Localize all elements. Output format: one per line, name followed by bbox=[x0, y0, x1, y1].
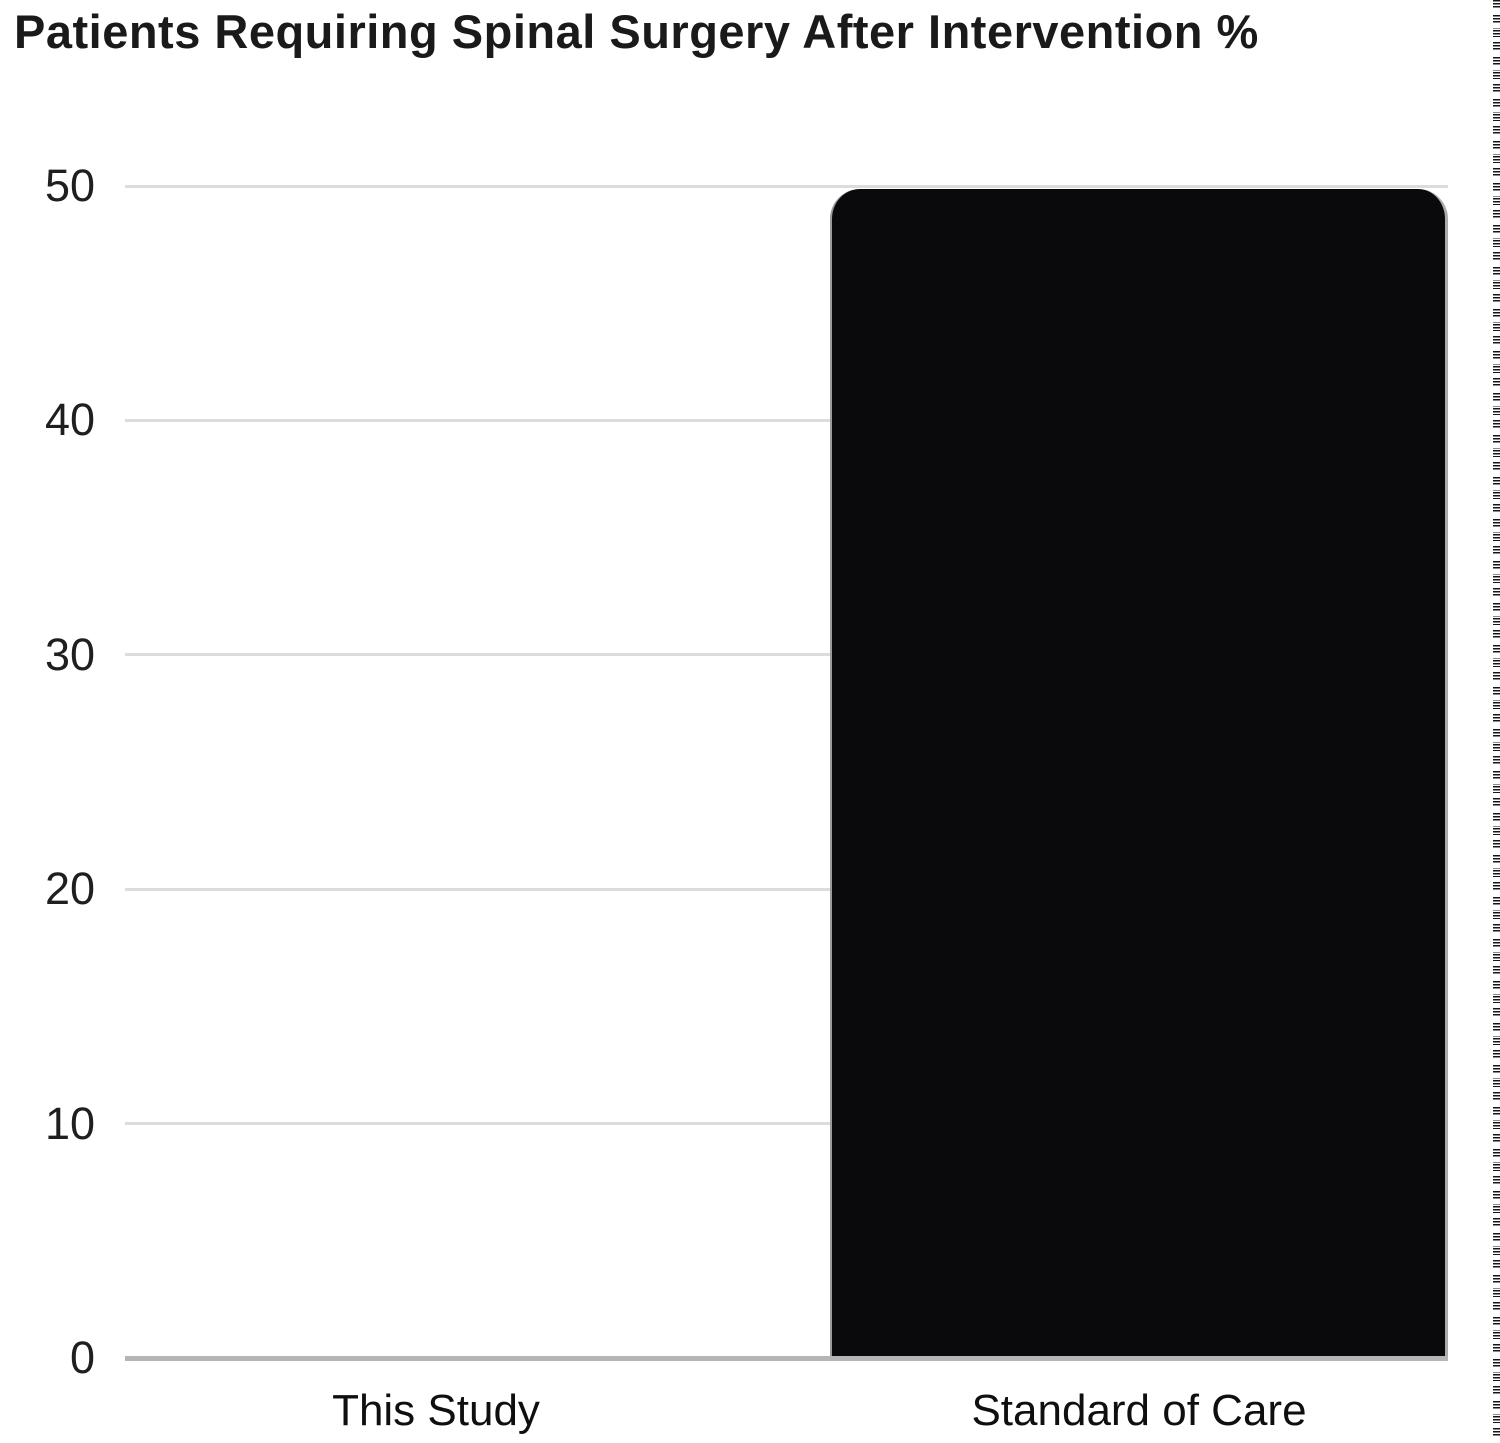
gridline bbox=[125, 887, 1448, 891]
x-axis-baseline bbox=[125, 1356, 1448, 1361]
chart-title: Patients Requiring Spinal Surgery After … bbox=[14, 5, 1259, 58]
y-tick-label: 40 bbox=[44, 394, 95, 446]
gridline bbox=[125, 184, 1448, 188]
x-axis-label-clipped-this-study: This Study bbox=[136, 1437, 736, 1443]
selection-dashed-border-icon bbox=[1493, 0, 1500, 1443]
gridline bbox=[125, 1122, 1448, 1126]
gridline bbox=[125, 653, 1448, 657]
y-tick-label: 30 bbox=[44, 628, 95, 680]
bar-standard-of-care bbox=[830, 189, 1448, 1356]
y-tick-label: 20 bbox=[44, 863, 95, 915]
y-tick-label: 50 bbox=[44, 160, 95, 211]
x-axis-label-clipped-standard-of-care: Standard of Care bbox=[839, 1437, 1439, 1443]
x-axis-label-this-study: This Study bbox=[332, 1386, 540, 1435]
y-tick-label: 10 bbox=[44, 1097, 95, 1149]
x-axis-label-standard-of-care: Standard of Care bbox=[971, 1386, 1307, 1435]
gridline bbox=[125, 418, 1448, 422]
y-tick-label: 0 bbox=[69, 1332, 95, 1383]
